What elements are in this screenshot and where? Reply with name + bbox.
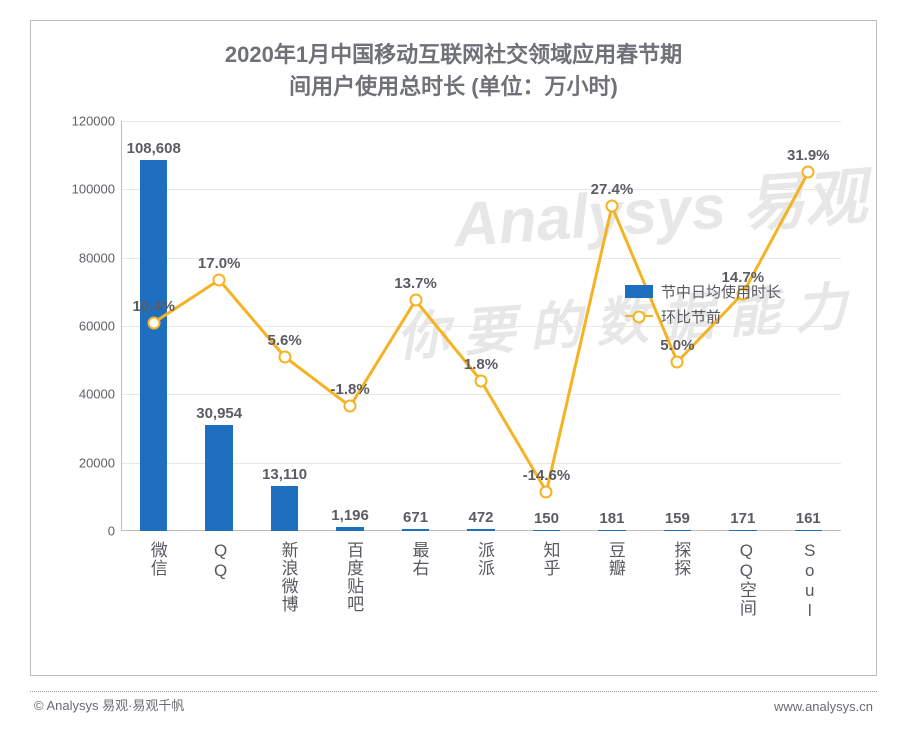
x-category-label: QQ: [210, 541, 230, 581]
line-percent-label: 5.6%: [268, 332, 302, 349]
legend-label-bar: 节中日均使用时长: [661, 281, 781, 302]
x-category-label: 探探: [668, 541, 693, 577]
chart-frame: 2020年1月中国移动互联网社交领域应用春节期 间用户使用总时长 (单位：万小时…: [30, 20, 877, 676]
y-tick: 40000: [79, 387, 115, 402]
chart-title-line2: 间用户使用总时长 (单位：万小时): [31, 69, 876, 101]
chart-title-line1: 2020年1月中国移动互联网社交领域应用春节期: [31, 37, 876, 69]
x-category-label: 派派: [472, 541, 497, 577]
legend-swatch-line: [625, 315, 653, 317]
line-marker: [344, 400, 357, 413]
line-marker: [278, 350, 291, 363]
line-path: [154, 172, 809, 491]
legend-swatch-bar: [625, 285, 653, 298]
line-percent-label: 10.4%: [132, 298, 175, 315]
line-marker: [540, 485, 553, 498]
footer-left: © Analysys 易观·易观千帆: [34, 695, 184, 714]
legend-item-bar: 节中日均使用时长: [625, 281, 781, 302]
y-tick: 20000: [79, 455, 115, 470]
x-axis-labels: 微信 QQ 新浪微博 百度贴吧 最右 派派 知乎 豆瓣 探探 QQ空间 Soul: [121, 541, 841, 661]
legend-item-line: 环比节前: [625, 306, 781, 327]
x-category-label: 最右: [407, 541, 432, 577]
line-marker: [802, 166, 815, 179]
line-percent-label: -1.8%: [330, 381, 369, 398]
line-marker: [605, 200, 618, 213]
x-category-label: 豆瓣: [603, 541, 628, 577]
line-marker: [409, 294, 422, 307]
y-tick: 80000: [79, 250, 115, 265]
legend-label-line: 环比节前: [661, 306, 721, 327]
line-percent-label: 17.0%: [198, 255, 241, 272]
page: Analysys 易观 你 要 的 数 据 能 力 2020年1月中国移动互联网…: [0, 0, 907, 736]
line-marker: [147, 316, 160, 329]
line-marker: [475, 374, 488, 387]
x-category-label: Soul: [799, 541, 819, 621]
x-category-label: 微信: [145, 541, 170, 577]
line-percent-label: 27.4%: [591, 181, 634, 198]
line-percent-label: 5.0%: [660, 337, 694, 354]
x-category-label: 百度贴吧: [341, 541, 366, 613]
legend: 节中日均使用时长 环比节前: [625, 277, 781, 331]
line-percent-label: 31.9%: [787, 147, 830, 164]
footer-divider: [30, 691, 877, 692]
line-marker: [213, 273, 226, 286]
x-category-label: QQ空间: [734, 541, 759, 617]
x-category-label: 知乎: [537, 541, 562, 577]
line-percent-label: 13.7%: [394, 275, 437, 292]
y-tick: 100000: [72, 182, 115, 197]
y-tick: 0: [108, 524, 115, 539]
line-percent-label: -14.6%: [523, 467, 571, 484]
y-tick: 120000: [72, 114, 115, 129]
line-marker: [671, 355, 684, 368]
x-category-label: 新浪微博: [276, 541, 301, 613]
footer-right: www.analysys.cn: [774, 699, 873, 714]
y-tick: 60000: [79, 319, 115, 334]
line-percent-label: 1.8%: [464, 356, 498, 373]
